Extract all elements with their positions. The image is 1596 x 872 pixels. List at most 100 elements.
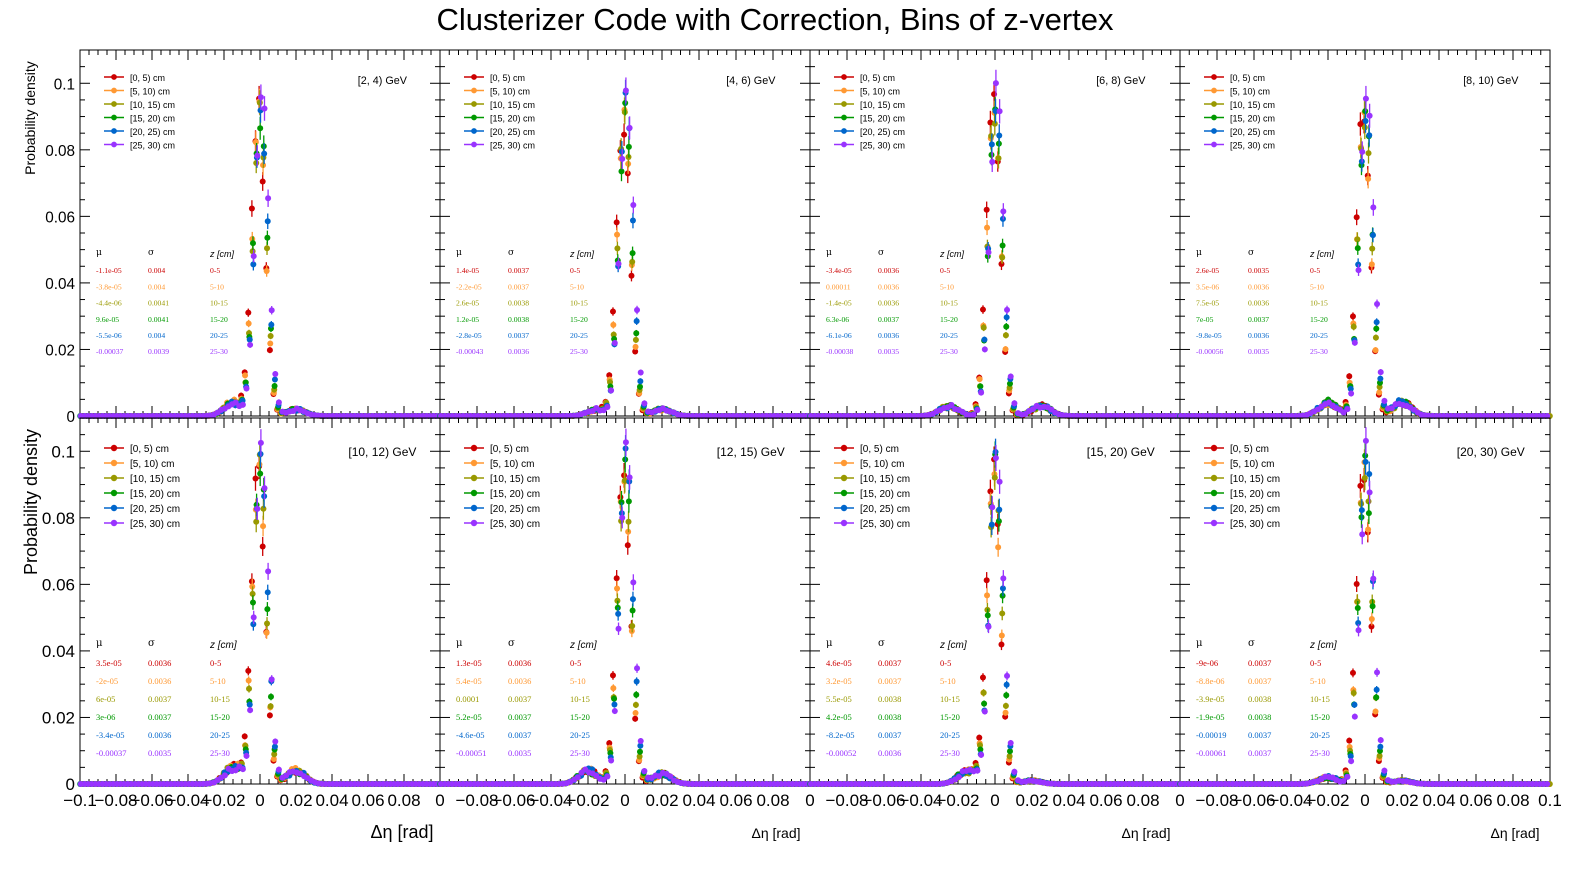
data-point <box>261 485 268 492</box>
stats-z: 5-10 <box>210 282 224 291</box>
stats-mu: -1.4e-05 <box>826 299 852 308</box>
stats-z: 15-20 <box>570 712 590 722</box>
legend-marker <box>110 519 118 527</box>
stats-header-mu: μ <box>456 248 462 258</box>
data-point <box>1002 346 1009 353</box>
data-point <box>259 178 266 185</box>
stats-mu: -5.5e-06 <box>96 331 122 340</box>
data-point <box>625 143 632 150</box>
data-point <box>268 307 275 314</box>
data-point <box>980 324 987 331</box>
legend-marker <box>841 114 847 121</box>
data-point <box>272 371 279 378</box>
stats-sigma: 0.0036 <box>148 730 171 740</box>
data-point <box>613 575 620 582</box>
data-point <box>1354 245 1361 252</box>
legend-marker <box>111 128 117 134</box>
y-tick-label: 0.02 <box>45 342 75 359</box>
data-point <box>271 743 278 750</box>
data-point <box>1381 397 1388 404</box>
legend-marker <box>110 444 118 452</box>
legend-label: [20, 25) cm <box>130 127 175 137</box>
stats-mu: -4.4e-06 <box>96 299 122 308</box>
data-point <box>257 439 264 446</box>
stats-z: 15-20 <box>940 315 958 324</box>
stats-mu: -1.1e-05 <box>96 266 122 275</box>
data-point <box>632 336 639 343</box>
data-point <box>1004 306 1011 313</box>
stats-mu: -6.1e-06 <box>826 331 852 340</box>
data-point <box>610 685 617 692</box>
x-tick-label: 0.08 <box>387 791 420 810</box>
legend-label: [15, 20) cm <box>130 489 180 500</box>
legend-marker <box>111 87 117 94</box>
data-point <box>1362 117 1369 124</box>
legend-marker <box>1211 128 1217 134</box>
data-point <box>264 234 271 241</box>
data-point <box>1355 267 1362 274</box>
legend-label: [5, 10) cm <box>130 459 174 470</box>
data-point <box>628 272 635 279</box>
legend-label: [20, 25) cm <box>490 504 540 515</box>
data-point <box>252 139 259 146</box>
legend-marker <box>111 141 117 148</box>
data-point <box>976 376 983 383</box>
data-point <box>625 518 632 525</box>
data-point <box>250 253 257 260</box>
stats-mu: -2.2e-05 <box>456 282 482 291</box>
data-point <box>1369 245 1376 252</box>
data-point <box>264 245 271 252</box>
stats-mu: -3.4e-05 <box>96 730 125 740</box>
data-point <box>264 589 271 596</box>
legend-label: [20, 25) cm <box>130 504 180 515</box>
data-point <box>634 307 641 314</box>
stats-z: 0-5 <box>210 658 221 668</box>
stats-mu: -3.4e-05 <box>826 266 852 275</box>
data-point <box>988 141 995 148</box>
data-point <box>629 623 636 630</box>
legend-label: [20, 25) cm <box>860 127 905 137</box>
legend-marker <box>110 459 118 467</box>
stats-z: 10-15 <box>940 299 958 308</box>
data-point <box>1003 314 1010 321</box>
legend-label: [10, 15) cm <box>490 100 535 110</box>
data-point <box>991 120 998 127</box>
data-point <box>1346 373 1353 380</box>
legend-marker <box>841 87 847 94</box>
data-point <box>239 766 246 773</box>
data-point <box>1000 208 1007 215</box>
data-point <box>629 217 636 224</box>
data-point <box>625 498 632 505</box>
stats-sigma: 0.0036 <box>1248 282 1269 291</box>
data-point <box>1370 204 1377 211</box>
stats-header-sigma: σ <box>878 248 884 258</box>
data-point <box>626 124 633 131</box>
data-point <box>984 224 991 231</box>
data-point <box>1365 150 1372 157</box>
stats-mu: -0.00043 <box>456 347 484 356</box>
data-point <box>995 155 1002 162</box>
data-point <box>637 369 644 376</box>
data-point <box>249 240 256 247</box>
data-point <box>633 691 640 698</box>
data-point <box>261 150 268 157</box>
data-point <box>632 701 639 708</box>
data-point <box>241 733 248 740</box>
stats-mu: -3.8e-05 <box>96 282 122 291</box>
stats-sigma: 0.0036 <box>148 658 171 668</box>
stats-sigma: 0.0037 <box>508 331 529 340</box>
stats-z: 5-10 <box>210 676 226 686</box>
data-point <box>250 261 257 268</box>
data-point <box>611 695 618 702</box>
data-point <box>1349 313 1356 320</box>
data-point <box>1359 148 1366 155</box>
data-point <box>978 389 985 396</box>
stats-mu: 1.2e-05 <box>456 315 479 324</box>
legend-label: [20, 25) cm <box>1230 127 1275 137</box>
y-tick-label: 0 <box>66 409 75 426</box>
energy-label: [6, 8) GeV <box>1096 75 1146 87</box>
legend-marker <box>111 114 117 121</box>
data-point <box>1007 373 1014 380</box>
data-point <box>1377 369 1384 376</box>
x-tick-label: 0 <box>255 791 264 810</box>
